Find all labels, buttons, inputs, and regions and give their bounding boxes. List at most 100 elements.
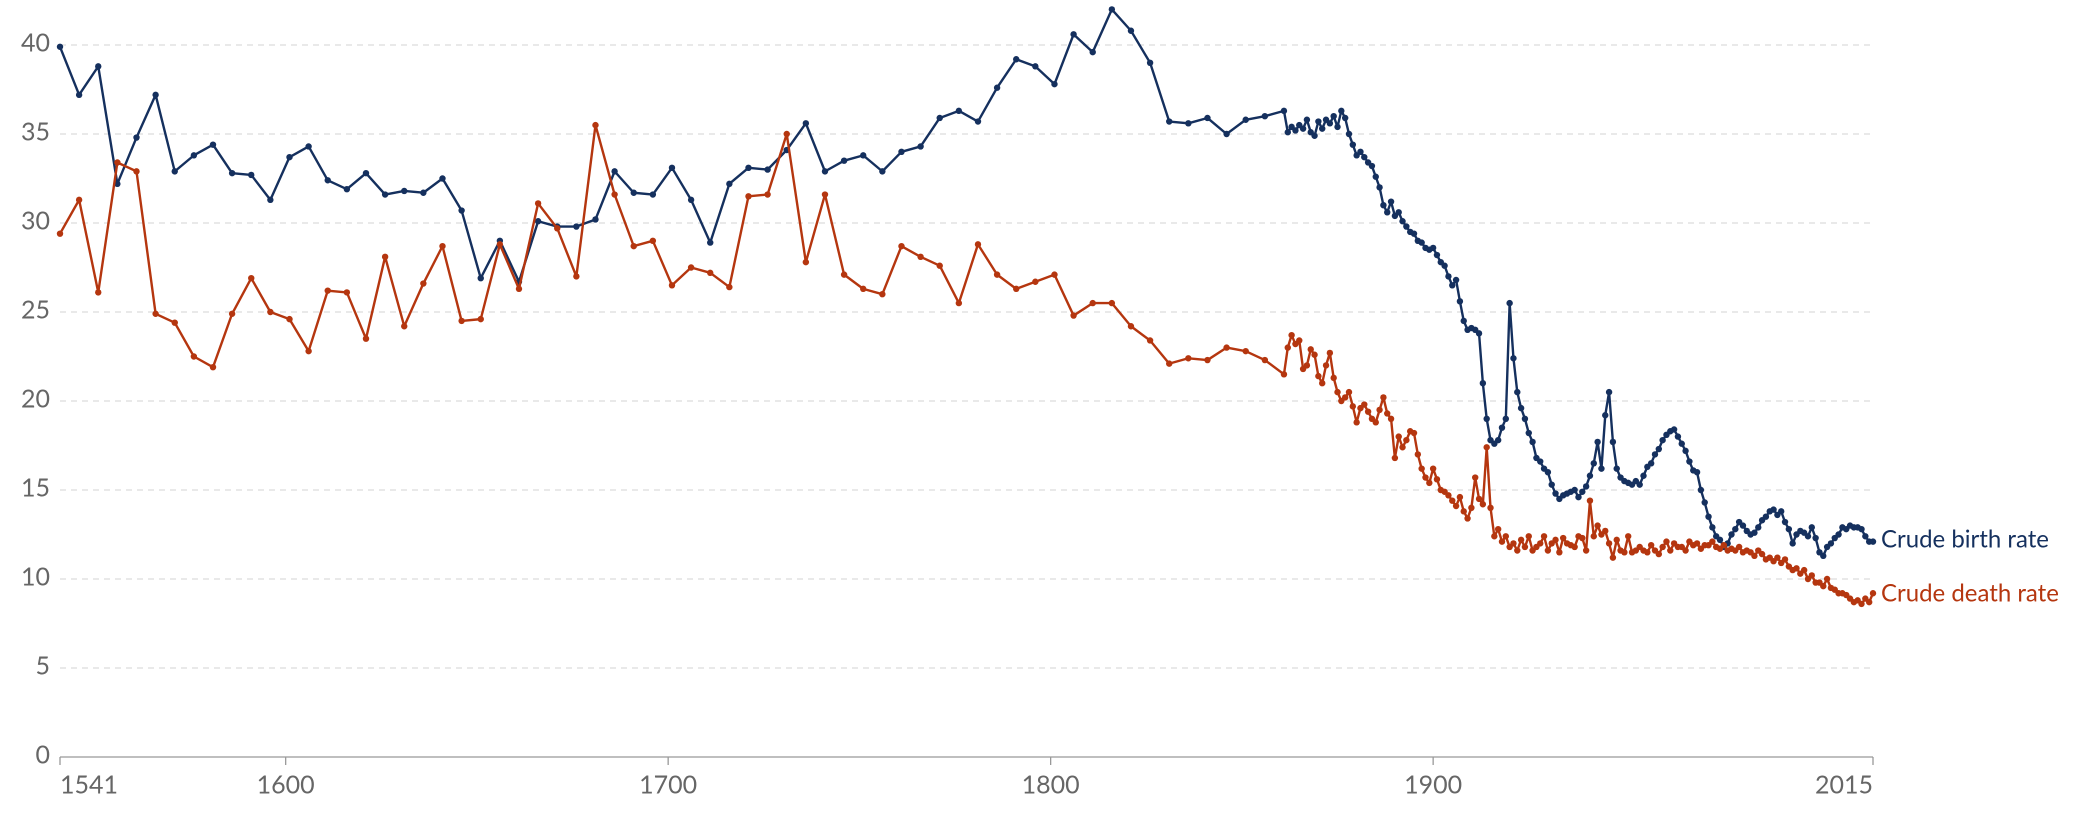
point [1292,127,1299,134]
point [993,84,1001,91]
point [974,241,982,248]
point [1032,63,1039,70]
point [248,171,255,179]
point [1345,388,1353,396]
point [1651,451,1659,458]
point [1605,540,1613,547]
point [1376,406,1383,414]
point [1399,218,1406,225]
y-tick-label: 15 [21,472,50,502]
point [381,191,389,198]
point [1108,6,1116,13]
point [630,189,637,196]
point [1540,533,1548,540]
point [1739,522,1747,529]
point [209,363,217,371]
point [668,164,676,172]
point [1858,525,1865,533]
point [1445,273,1452,280]
point [439,242,446,250]
point [687,196,695,204]
point [1013,56,1020,63]
point [1108,299,1116,307]
point [1429,465,1437,472]
point [1735,543,1743,551]
point [1663,538,1670,545]
point [1261,356,1269,364]
point [1475,495,1483,503]
point [1579,488,1586,495]
point [305,143,312,150]
point [1559,534,1567,542]
point [1185,120,1192,127]
point [1468,504,1475,511]
point [1242,116,1249,123]
point [707,269,714,277]
point [1368,162,1376,170]
point [286,153,293,161]
point [401,323,408,330]
point [840,271,848,278]
point [1403,436,1410,444]
point [1491,533,1498,540]
point [1820,582,1827,590]
point [458,317,465,325]
point [1686,458,1693,465]
point [343,289,351,296]
point [1452,502,1460,510]
point [1372,173,1379,180]
point [1361,401,1368,408]
point [1341,114,1349,122]
point [1494,525,1502,533]
point [1296,337,1303,344]
point [56,230,64,237]
y-tick-label: 5 [35,650,50,680]
point [1869,590,1877,597]
point [955,299,963,307]
point [687,264,695,271]
point [114,159,121,166]
point [1013,285,1020,293]
point [1338,107,1345,115]
point [993,271,1001,278]
point [1322,362,1330,369]
point [1770,506,1777,513]
point [1537,540,1544,547]
point [1751,529,1758,536]
point [1498,538,1506,545]
point [95,63,102,70]
point [783,130,790,138]
point [1835,531,1842,538]
point [1403,223,1410,230]
point [1460,508,1467,515]
point [860,285,867,293]
point [1670,426,1678,433]
x-tick-label: 1900 [1404,769,1462,799]
point [1319,125,1326,132]
point [1070,312,1077,319]
point [1582,483,1590,490]
point [1647,460,1655,467]
point [362,169,370,177]
point [1319,380,1326,387]
point [1728,531,1735,538]
point [1456,298,1464,305]
point [840,157,848,164]
point [592,121,599,129]
point [171,168,178,175]
point [1514,388,1521,396]
point [649,191,657,198]
point [1284,344,1291,351]
point [1472,474,1479,481]
point [1758,550,1766,558]
point [1334,123,1341,131]
point [1456,493,1464,501]
point [1858,600,1865,608]
point [1517,536,1525,544]
point [1579,534,1586,542]
point [1521,543,1529,551]
point [1426,479,1433,487]
point [1483,415,1490,422]
point [1395,433,1402,440]
point [190,353,198,360]
